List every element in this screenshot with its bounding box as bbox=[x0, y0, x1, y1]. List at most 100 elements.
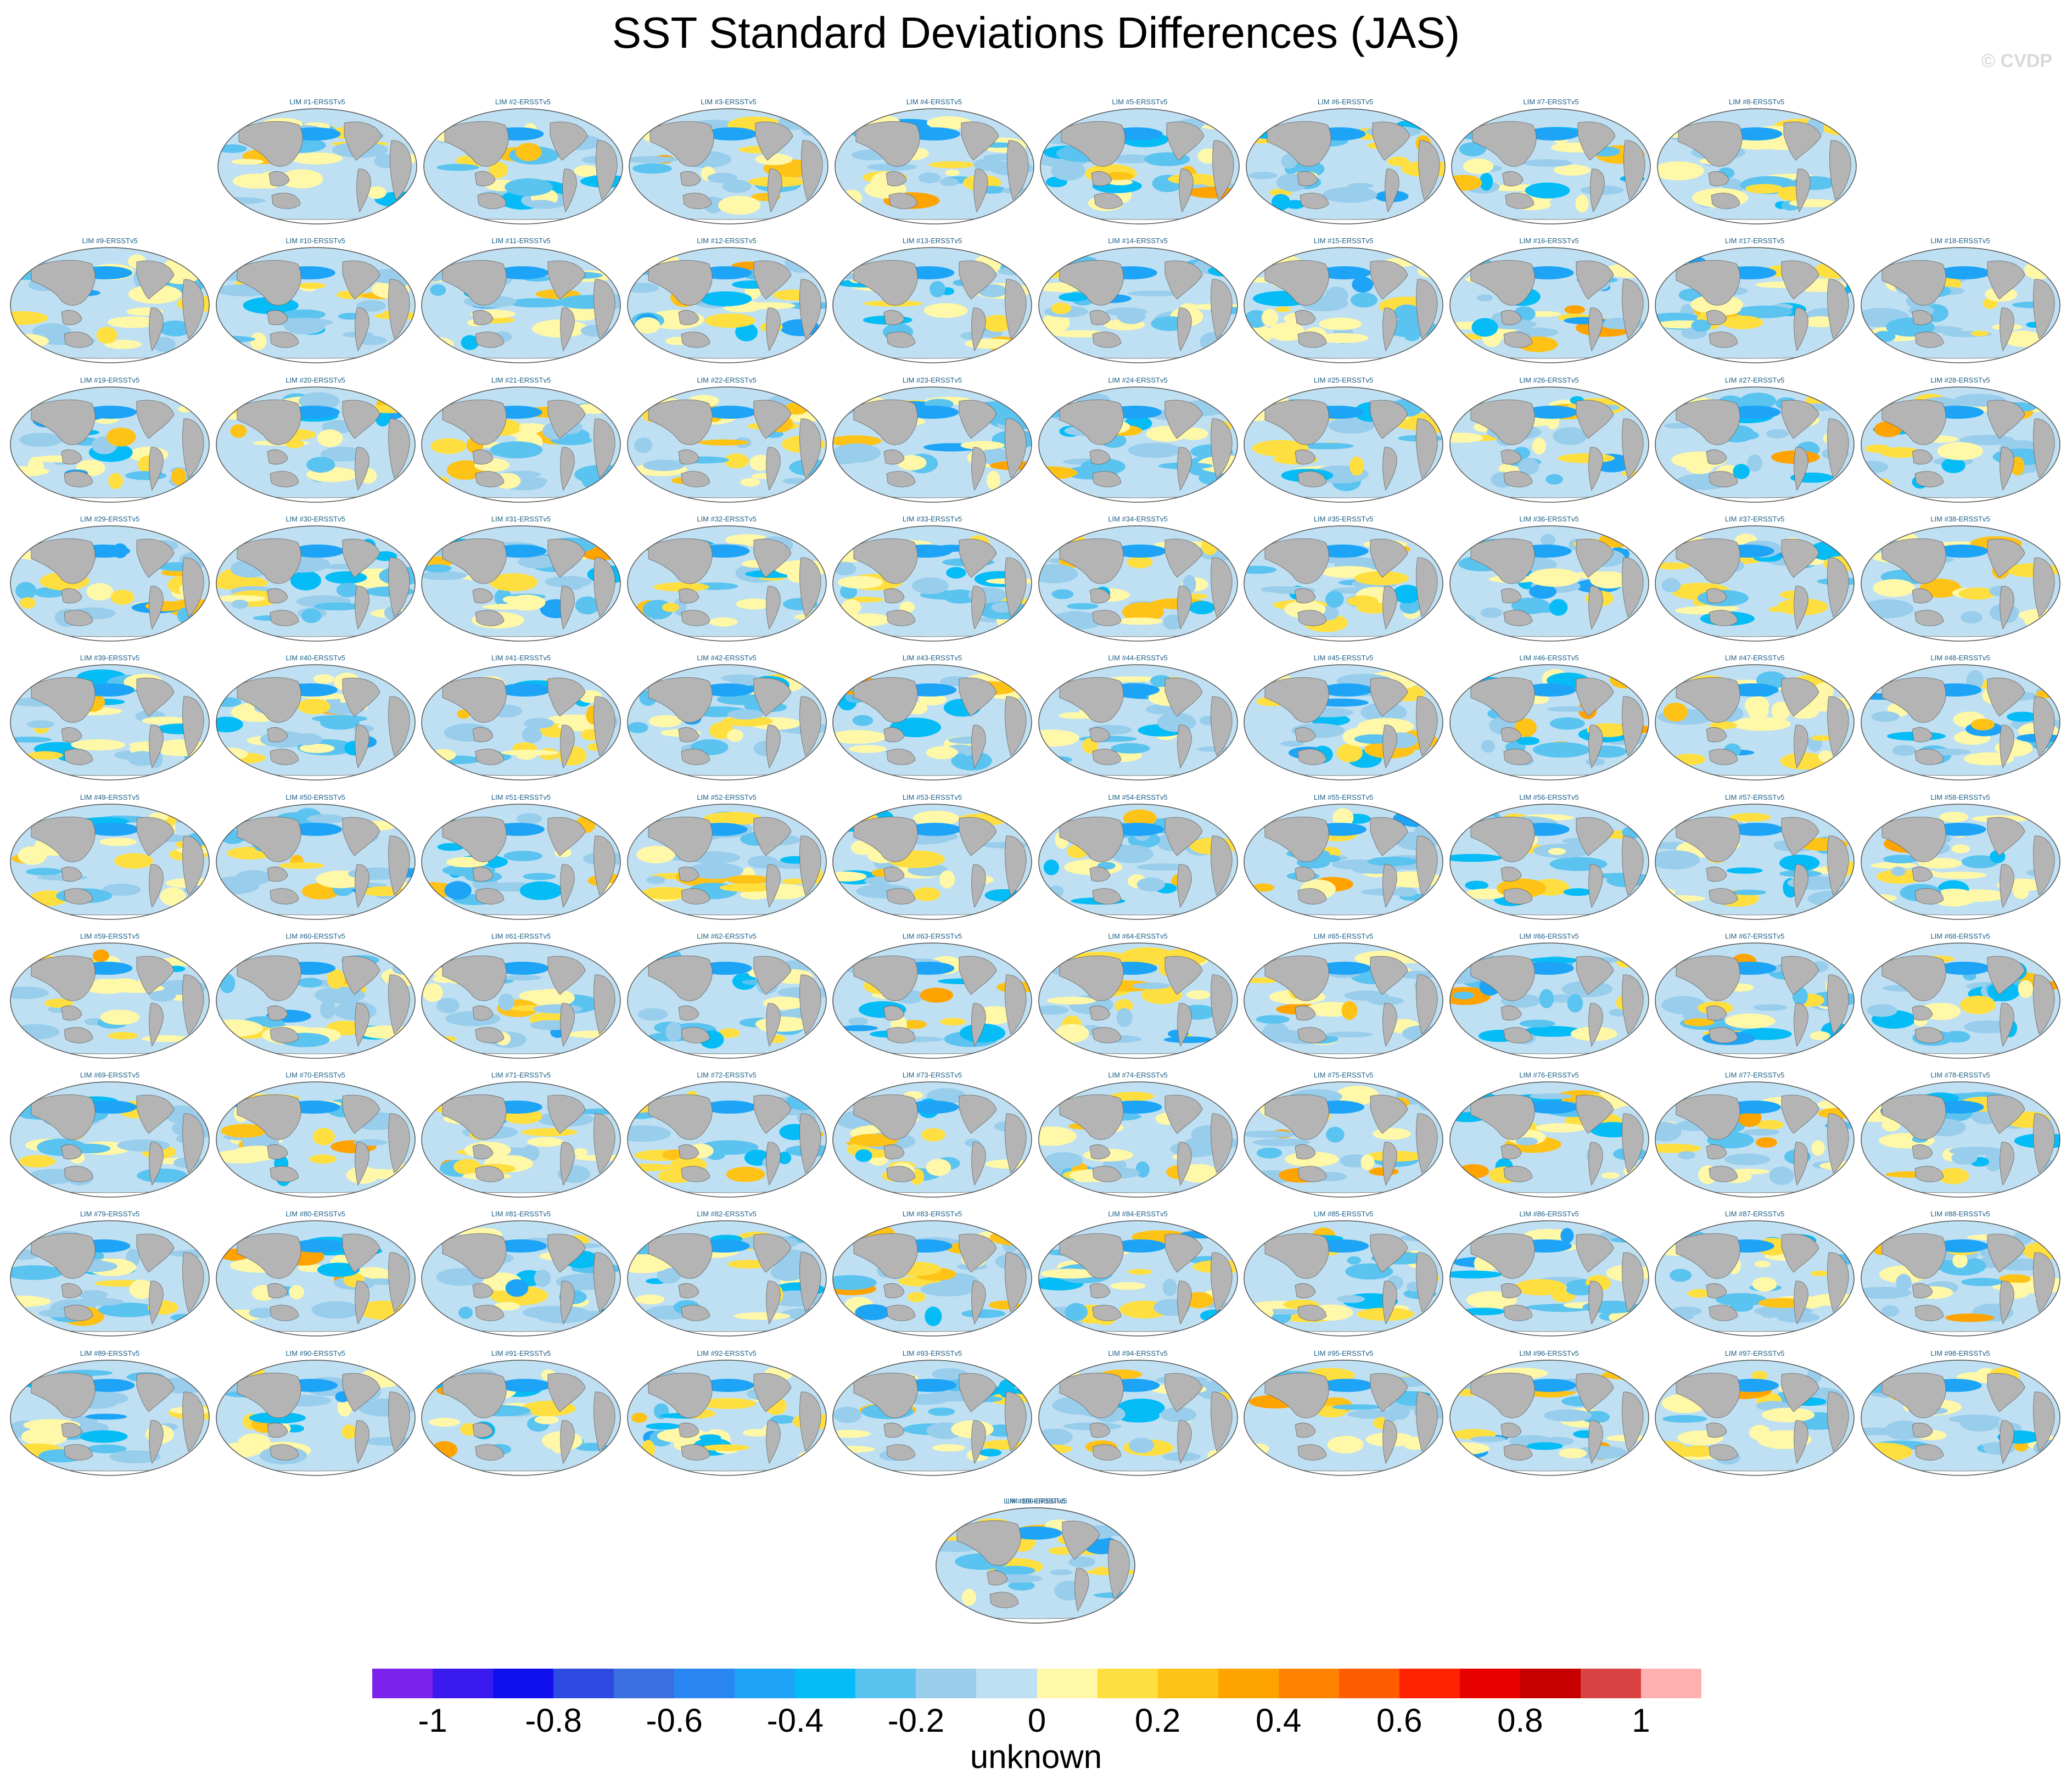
land-mass bbox=[64, 1027, 93, 1043]
land-mass bbox=[1625, 813, 1644, 827]
sst-anomaly-patch bbox=[107, 316, 158, 328]
land-mass bbox=[1881, 399, 1946, 445]
map-panel: LIM #96-ERSSTv5 bbox=[1449, 1349, 1650, 1478]
land-mass bbox=[1295, 310, 1316, 325]
map-panel: LIM #15-ERSSTv5 bbox=[1243, 237, 1444, 365]
global-sst-map bbox=[832, 664, 1032, 781]
sst-anomaly-patch bbox=[186, 256, 200, 267]
land-mass bbox=[560, 1281, 575, 1325]
map-panel: LIM #98-ERSSTv5 bbox=[1860, 1349, 2061, 1478]
map-outline bbox=[1244, 664, 1443, 781]
global-sst-map bbox=[1244, 803, 1443, 920]
colorbar-tick-label: -0.8 bbox=[525, 1702, 582, 1739]
sst-anomaly-patch bbox=[233, 173, 278, 189]
land-mass bbox=[678, 1283, 699, 1299]
sst-anomaly-patch bbox=[1744, 695, 1769, 716]
map-outline bbox=[10, 386, 210, 503]
land-mass bbox=[799, 696, 821, 756]
land-mass bbox=[1588, 1281, 1603, 1325]
sst-anomaly-patch bbox=[642, 459, 685, 471]
global-sst-map bbox=[1244, 1220, 1443, 1337]
land-mass bbox=[61, 310, 82, 325]
land-mass bbox=[1470, 399, 1535, 445]
map-panel-title: LIM #3-ERSSTv5 bbox=[701, 98, 757, 106]
colorbar-tick-label: -1 bbox=[418, 1702, 447, 1739]
sst-anomaly-patch bbox=[1529, 1093, 1572, 1099]
land-mass bbox=[64, 332, 93, 348]
land-mass bbox=[1503, 1166, 1532, 1182]
land-mass bbox=[1576, 260, 1614, 300]
land-mass bbox=[136, 1373, 175, 1412]
land-mass bbox=[1500, 449, 1521, 464]
map-panel-title: LIM #16-ERSSTv5 bbox=[1519, 237, 1579, 245]
land-mass bbox=[1830, 1091, 1850, 1104]
map-panel-title: LIM #23-ERSSTv5 bbox=[902, 375, 962, 384]
map-panel: LIM #84-ERSSTv5 bbox=[1038, 1210, 1239, 1338]
land-mass bbox=[1210, 557, 1232, 618]
sst-anomaly-patch bbox=[1393, 585, 1421, 604]
map-panel-title: LIM #100-ERSSTv5 bbox=[1004, 1497, 1067, 1505]
sst-anomaly-patch bbox=[640, 886, 692, 899]
sst-anomaly-patch bbox=[1945, 1314, 1995, 1322]
land-mass bbox=[1297, 470, 1327, 487]
land-mass bbox=[31, 816, 96, 862]
sst-anomaly-patch bbox=[755, 1016, 810, 1032]
land-mass bbox=[959, 1373, 997, 1412]
sst-anomaly-patch bbox=[1515, 1137, 1538, 1146]
sst-anomaly-patch bbox=[1116, 1008, 1133, 1028]
sst-anomaly-patch bbox=[515, 143, 542, 161]
colorbar-tick-label: 0.6 bbox=[1376, 1702, 1423, 1739]
land-mass bbox=[593, 1113, 615, 1174]
land-mass bbox=[31, 399, 96, 445]
land-mass bbox=[595, 140, 617, 200]
sst-anomaly-patch bbox=[1745, 184, 1784, 194]
land-mass bbox=[1059, 677, 1124, 723]
sst-anomaly-patch bbox=[1892, 745, 1916, 756]
sst-anomaly-patch bbox=[1779, 854, 1820, 871]
land-mass bbox=[971, 447, 986, 491]
land-mass bbox=[1295, 1005, 1316, 1020]
land-mass bbox=[1419, 1369, 1439, 1383]
sst-anomaly-patch bbox=[1554, 164, 1591, 176]
map-panel-title: LIM #95-ERSSTv5 bbox=[1313, 1349, 1374, 1357]
north-pacific-anomaly bbox=[84, 1101, 137, 1114]
map-panel-title: LIM #67-ERSSTv5 bbox=[1724, 931, 1785, 940]
sst-anomaly-patch bbox=[1730, 1301, 1754, 1312]
map-panel: LIM #36-ERSSTv5 bbox=[1449, 515, 1650, 643]
land-mass bbox=[753, 260, 791, 300]
map-outline bbox=[423, 108, 623, 224]
sst-anomaly-patch bbox=[1813, 682, 1834, 701]
land-mass bbox=[1588, 447, 1603, 491]
land-mass bbox=[1503, 610, 1532, 626]
land-mass bbox=[803, 952, 822, 966]
sst-anomaly-patch bbox=[1122, 602, 1164, 622]
land-mass bbox=[855, 121, 920, 167]
land-mass bbox=[768, 169, 782, 213]
sst-anomaly-patch bbox=[1252, 1138, 1311, 1147]
sst-anomaly-patch bbox=[100, 1009, 140, 1025]
map-panel: LIM #87-ERSSTv5 bbox=[1654, 1210, 1855, 1338]
land-mass bbox=[1092, 888, 1121, 905]
sst-anomaly-patch bbox=[1117, 1398, 1165, 1417]
sst-anomaly-patch bbox=[1824, 124, 1856, 136]
global-sst-map bbox=[832, 803, 1032, 920]
map-outline bbox=[215, 247, 416, 364]
sst-anomaly-patch bbox=[575, 596, 600, 615]
global-sst-map bbox=[1244, 664, 1443, 781]
land-mass bbox=[475, 1027, 505, 1043]
map-outline bbox=[1655, 942, 1855, 1059]
sst-anomaly-patch bbox=[703, 811, 763, 825]
sst-anomaly-patch bbox=[1332, 1404, 1382, 1410]
map-outline bbox=[626, 247, 827, 364]
sst-anomaly-patch bbox=[994, 1565, 1035, 1575]
map-outline bbox=[832, 525, 1032, 642]
map-panel-title: LIM #43-ERSSTv5 bbox=[902, 654, 962, 663]
sst-anomaly-patch bbox=[1450, 394, 1474, 408]
sst-anomaly-patch bbox=[1322, 187, 1377, 203]
north-pacific-anomaly bbox=[704, 127, 758, 141]
map-outline bbox=[421, 386, 621, 503]
land-mass bbox=[1912, 310, 1933, 325]
sst-anomaly-patch bbox=[290, 152, 343, 165]
land-mass bbox=[388, 418, 410, 479]
map-panel-title: LIM #41-ERSSTv5 bbox=[491, 654, 551, 663]
